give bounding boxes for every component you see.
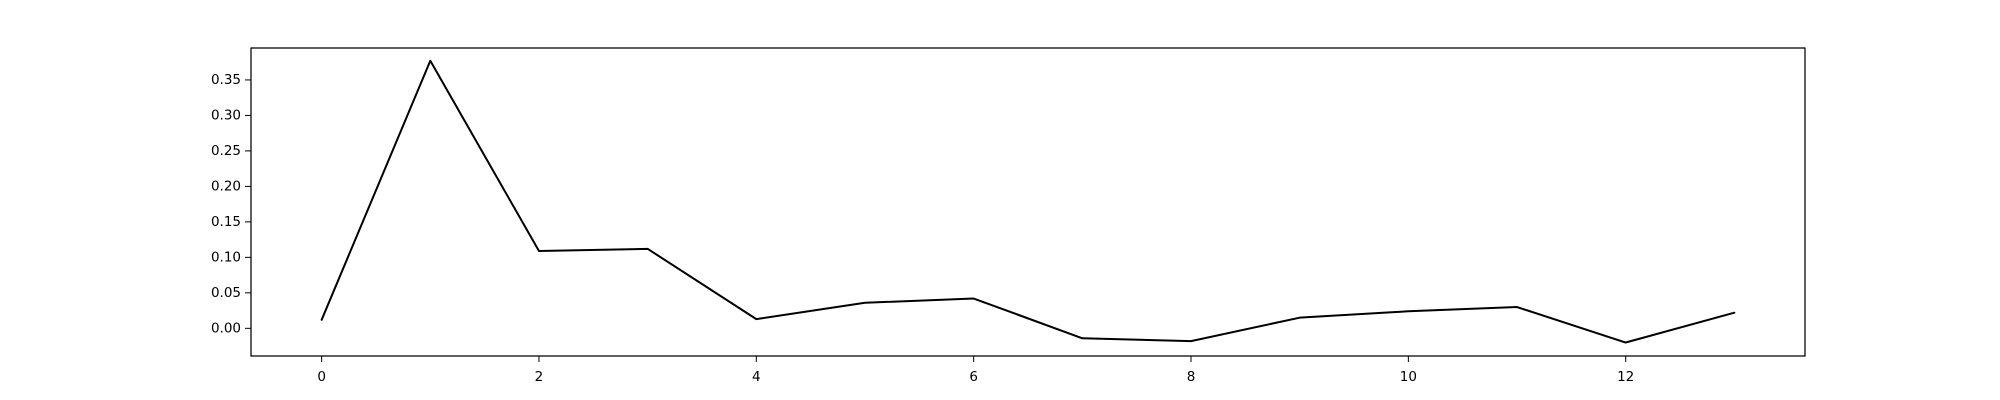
y-tick-label: 0.10: [211, 249, 241, 265]
x-tick-label: 8: [1187, 369, 1196, 385]
series-layer: [320, 59, 1736, 344]
x-tick-label: 10: [1400, 369, 1417, 385]
data-point: [321, 319, 322, 320]
y-tick-label: 0.00: [211, 320, 241, 336]
x-tick-label: 0: [317, 369, 326, 385]
data-point: [1299, 317, 1300, 318]
x-tick-label: 6: [969, 369, 978, 385]
y-tick-label: 0.15: [211, 214, 241, 230]
data-point: [1517, 307, 1518, 308]
data-point: [756, 319, 757, 320]
x-tick-label: 12: [1617, 369, 1634, 385]
data-point: [538, 250, 539, 251]
y-tick-label: 0.35: [211, 72, 241, 88]
data-point: [973, 298, 974, 299]
y-tick-label: 0.05: [211, 285, 241, 301]
y-tick-label: 0.25: [211, 143, 241, 159]
x-tick-label: 4: [752, 369, 761, 385]
series-line: [320, 59, 1736, 344]
data-point: [1408, 311, 1409, 312]
y-tick-label: 0.20: [211, 178, 241, 194]
data-point: [1082, 338, 1083, 339]
data-point: [430, 60, 431, 61]
y-axis: 0.00 0.05 0.10 0.15 0.20 0.25 0.30 0.35: [211, 72, 251, 336]
plot-area-frame: [250, 47, 1806, 357]
data-point: [1625, 342, 1626, 343]
data-point: [864, 302, 865, 303]
data-point: [1734, 312, 1735, 313]
y-tick-label: 0.30: [211, 107, 241, 123]
data-point: [647, 248, 648, 249]
x-axis: 0 2 4 6 8 10 12: [317, 356, 1634, 385]
data-point: [1191, 341, 1192, 342]
x-tick-label: 2: [535, 369, 544, 385]
